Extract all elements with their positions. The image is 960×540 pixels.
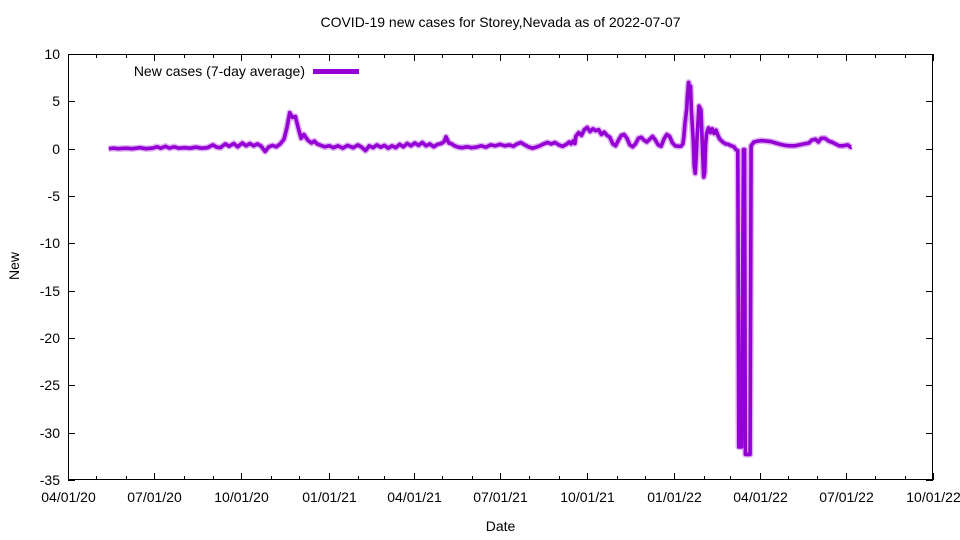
y-tick-label: -35: [39, 471, 60, 488]
legend-line-swatch: [313, 69, 359, 74]
x-axis-title: Date: [485, 518, 516, 534]
legend-entry-label: New cases (7-day average): [133, 63, 305, 79]
y-tick-label: 5: [52, 92, 60, 109]
y-tick-label: -20: [39, 329, 60, 346]
plot-frame: [68, 54, 933, 480]
y-tick-label: -10: [39, 234, 60, 251]
x-tick-label: 01/01/21: [302, 489, 357, 505]
x-tick-label: 10/01/21: [560, 489, 615, 505]
x-tick-label: 04/01/22: [733, 489, 788, 505]
x-tick-label: 04/01/21: [387, 489, 442, 505]
x-tick-label: 10/01/22: [906, 489, 960, 505]
y-tick-label: -30: [39, 424, 60, 441]
y-axis-title: New: [6, 251, 22, 281]
y-tick-label: -25: [39, 376, 60, 393]
y-tick-label: -5: [47, 187, 60, 204]
y-tick-label: -15: [39, 282, 60, 299]
x-tick-label: 04/01/20: [41, 489, 96, 505]
chart-title: COVID-19 new cases for Storey,Nevada as …: [320, 14, 681, 30]
x-tick-label: 01/01/22: [647, 489, 702, 505]
x-tick-label: 10/01/20: [214, 489, 269, 505]
y-tick-label: 0: [52, 140, 60, 157]
x-tick-label: 07/01/21: [473, 489, 528, 505]
x-tick-label: 07/01/20: [127, 489, 182, 505]
y-tick-label: 10: [44, 45, 60, 62]
series-line: [108, 80, 853, 457]
x-tick-label: 07/01/22: [819, 489, 874, 505]
